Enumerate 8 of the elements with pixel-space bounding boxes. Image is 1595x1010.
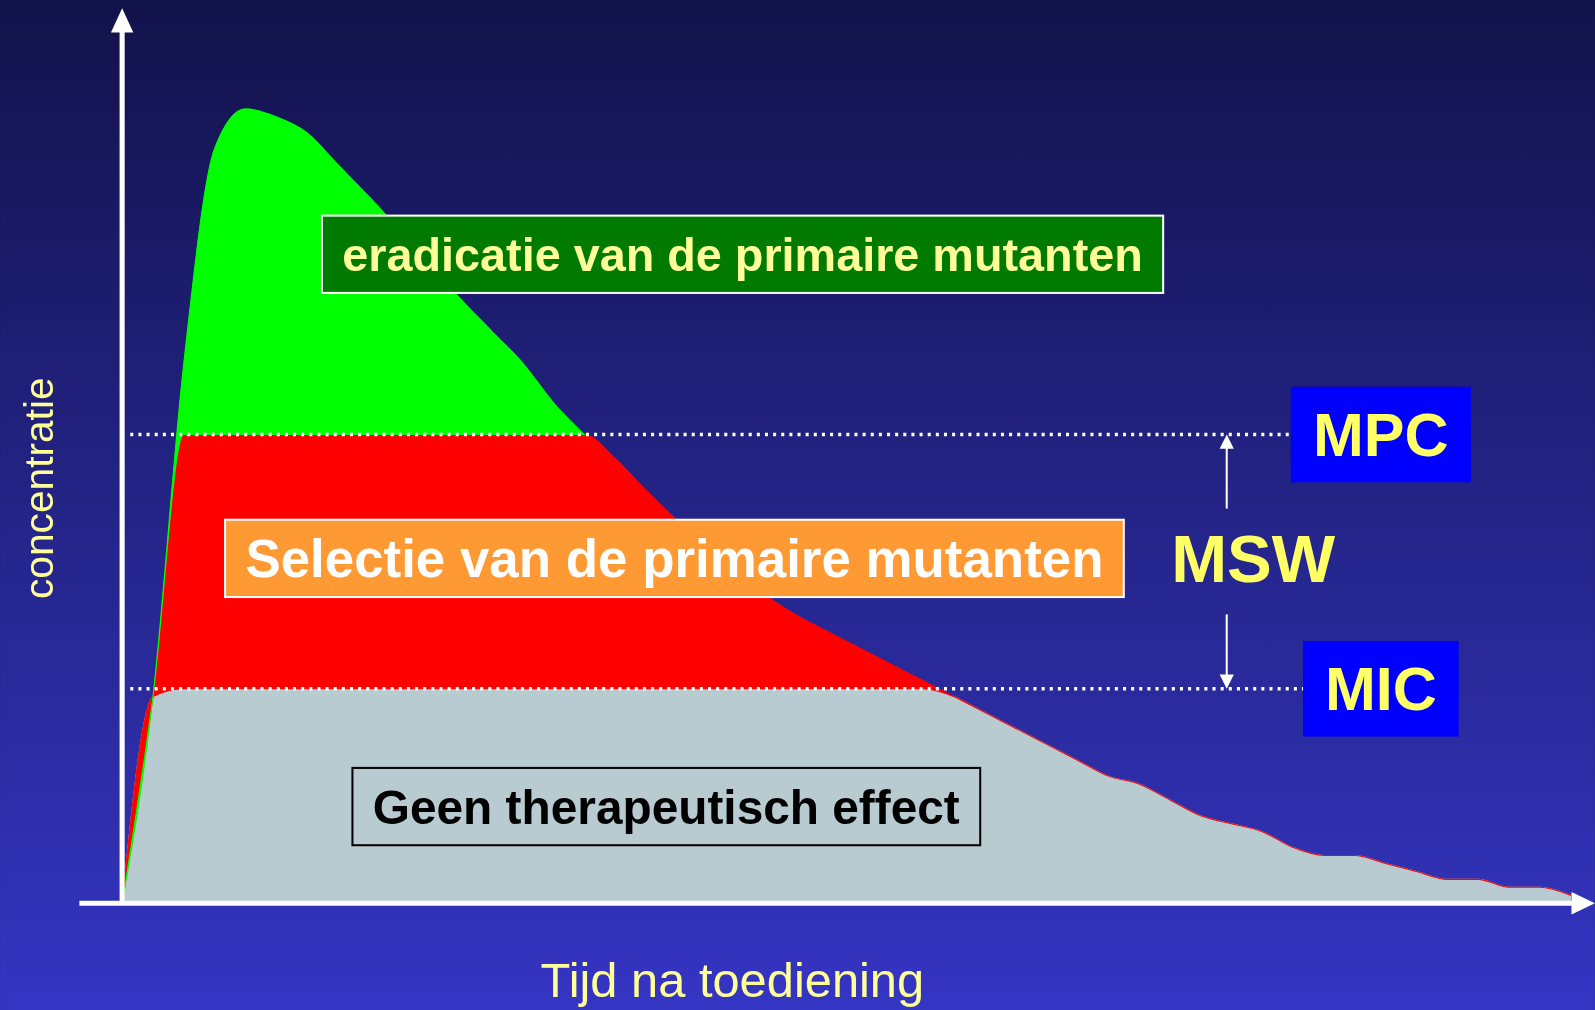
annotation: MSW: [1171, 520, 1336, 596]
ref-line-label: MPC: [1313, 400, 1449, 469]
annotation: Geen therapeutisch effect: [372, 780, 960, 834]
annotation: eradicatie van de primaire mutanten: [342, 229, 1143, 282]
annotation: Selectie van de primaire mutanten: [245, 529, 1104, 589]
y-axis-title: concentratie: [15, 377, 62, 600]
ref-line-label: MIC: [1324, 655, 1437, 724]
x-axis-title: Tijd na toediening: [540, 952, 925, 1007]
